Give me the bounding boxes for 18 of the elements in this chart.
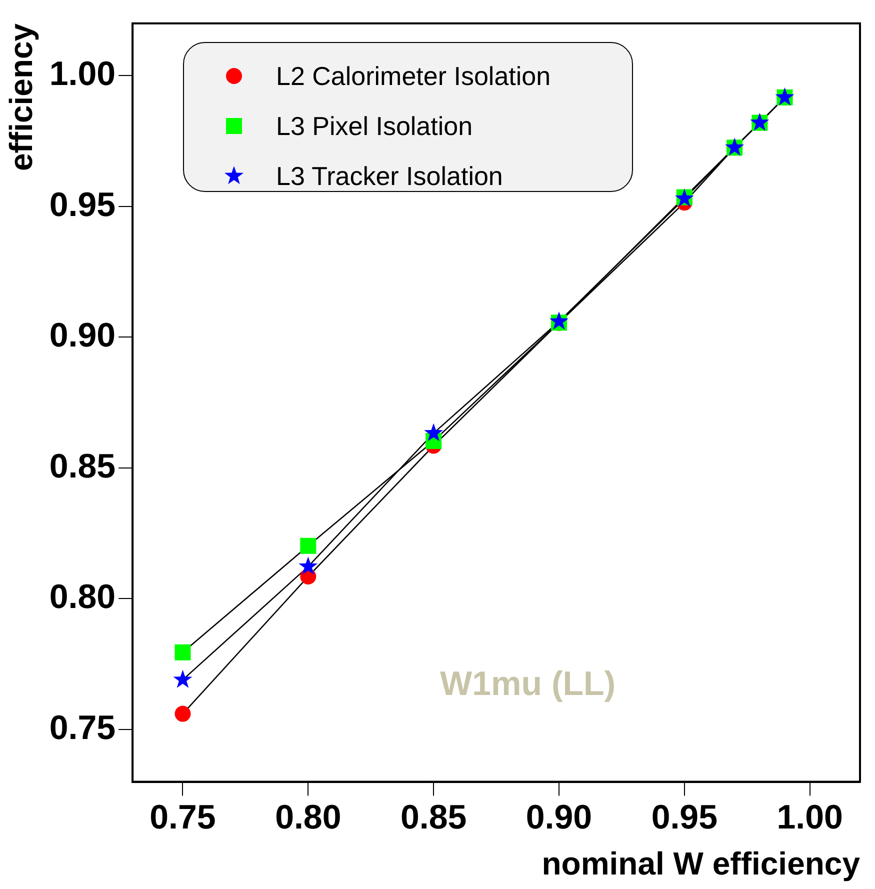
x-tick-label: 0.90 xyxy=(526,798,592,837)
x-axis-title: nominal W efficiency xyxy=(542,846,860,882)
legend-label: L3 Tracker Isolation xyxy=(276,160,503,192)
annotation: W1mu (LL) xyxy=(440,665,616,704)
y-tick-label: 0.85 xyxy=(49,447,116,486)
legend-label: L3 Pixel Isolation xyxy=(276,110,473,142)
x-tick-label: 0.75 xyxy=(150,798,216,837)
x-tick-label: 0.80 xyxy=(275,798,342,837)
y-axis-title: efficiency xyxy=(3,23,40,172)
y-tick-label: 1.00 xyxy=(49,55,116,94)
y-tick-label: 0.75 xyxy=(49,708,116,747)
y-tick-label: 0.80 xyxy=(49,578,116,616)
y-tick-label: 0.90 xyxy=(49,316,116,355)
y-tick-label: 0.95 xyxy=(49,186,116,224)
legend-label: L2 Calorimeter Isolation xyxy=(276,60,551,92)
x-tick-label: 0.85 xyxy=(400,798,467,837)
x-tick-label: 1.00 xyxy=(776,798,843,837)
x-tick-label: 0.95 xyxy=(651,798,718,837)
